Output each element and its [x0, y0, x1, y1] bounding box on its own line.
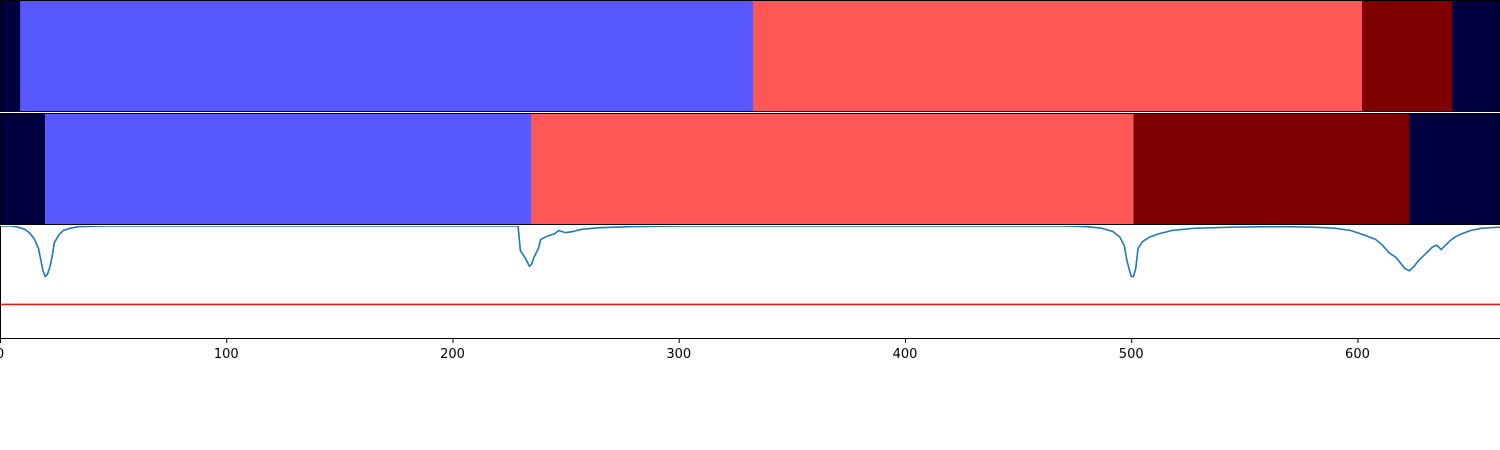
middle-band-segment-0 — [0, 113, 46, 225]
x-tick-label-100: 100 — [214, 347, 239, 362]
top-segment-band — [0, 0, 1500, 112]
x-tick-label-0: 0 — [0, 347, 4, 362]
middle-segment-band — [0, 113, 1500, 225]
middle-band-segment-4 — [1409, 113, 1500, 225]
x-tick-label-600: 600 — [1345, 347, 1370, 362]
top-band-segment-3 — [1361, 0, 1453, 112]
top-band-segment-0 — [0, 0, 21, 112]
top-band-segment-2 — [753, 0, 1362, 112]
x-tick-label-500: 500 — [1119, 347, 1144, 362]
line-panel-background — [0, 226, 1500, 338]
middle-band-segment-2 — [531, 113, 1134, 225]
top-band-segment-4 — [1452, 0, 1500, 112]
probability-line-panel — [0, 226, 1500, 339]
top-band-segment-1 — [20, 0, 754, 112]
series-line — [0, 226, 1500, 278]
middle-band-segment-3 — [1133, 113, 1410, 225]
middle-band-segment-1 — [45, 113, 532, 225]
x-tick-label-300: 300 — [666, 347, 691, 362]
x-axis: 0 100 200 300 400 500 600 — [0, 338, 1370, 362]
x-tick-label-400: 400 — [893, 347, 918, 362]
x-tick-label-200: 200 — [440, 347, 465, 362]
